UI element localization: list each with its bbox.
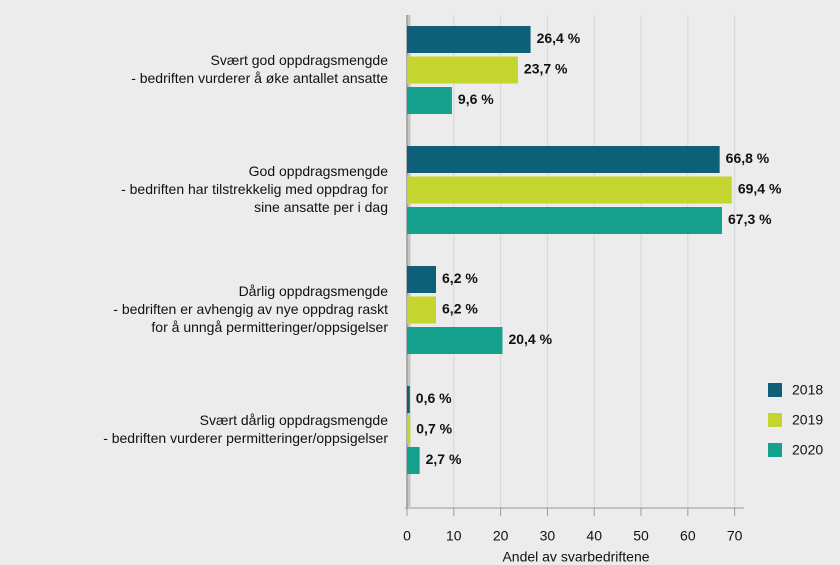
y-tick-line: God oppdragsmengde <box>249 163 389 179</box>
value-label: 69,4 % <box>738 181 782 197</box>
value-label: 0,6 % <box>416 390 452 406</box>
x-tick-label: 30 <box>540 528 556 544</box>
legend-label: 2018 <box>792 382 823 398</box>
value-label: 6,2 % <box>442 270 478 286</box>
x-tick-label: 20 <box>493 528 509 544</box>
value-label: 23,7 % <box>524 61 568 77</box>
y-tick-line: Svært god oppdragsmengde <box>211 52 389 68</box>
value-label: 2,7 % <box>426 451 462 467</box>
y-tick-line: - bedriften er avhengig av nye oppdrag r… <box>113 301 388 317</box>
bar <box>407 26 531 53</box>
bar <box>407 56 518 84</box>
legend-label: 2020 <box>792 442 823 458</box>
legend-swatch <box>768 443 782 457</box>
x-tick-label: 70 <box>727 528 743 544</box>
x-tick-label: 50 <box>633 528 649 544</box>
y-tick-label: God oppdragsmengde - bedriften har tilstr… <box>121 163 388 215</box>
y-tick-line: sine ansatte per i dag <box>254 199 388 215</box>
x-axis-label: Andel av svarbedriftene <box>502 549 649 565</box>
bar <box>407 386 410 413</box>
value-label: 26,4 % <box>537 30 581 46</box>
y-tick-line: - bedriften vurderer permitteringer/opps… <box>103 430 388 446</box>
value-label: 6,2 % <box>442 301 478 317</box>
value-label: 0,7 % <box>416 421 452 437</box>
value-label: 9,6 % <box>458 91 494 107</box>
y-tick-line: - bedriften vurderer å øke antallet ansa… <box>131 70 388 86</box>
bar <box>407 176 732 204</box>
y-tick-label: Dårlig oppdragsmengde - bedriften er avhe… <box>113 283 388 335</box>
x-tick-label: 60 <box>680 528 696 544</box>
value-label: 66,8 % <box>726 150 770 166</box>
y-tick-line: for å unngå permitteringer/oppsigelser <box>151 319 388 335</box>
bar <box>407 87 452 114</box>
bar <box>407 447 420 474</box>
value-label: 67,3 % <box>728 211 772 227</box>
bar <box>407 296 437 324</box>
legend-label: 2019 <box>792 412 823 428</box>
y-tick-line: Dårlig oppdragsmengde <box>239 283 389 299</box>
y-tick-label: Svært god oppdragsmengde - bedriften vurd… <box>131 52 388 86</box>
bar <box>407 146 720 173</box>
legend-swatch <box>768 383 782 397</box>
x-tick-label: 0 <box>403 528 411 544</box>
y-tick-label: Svært dårlig oppdragsmengde - bedriften v… <box>103 412 388 446</box>
bar <box>407 416 411 444</box>
bar <box>407 207 723 234</box>
x-tick-label: 10 <box>446 528 462 544</box>
legend-swatch <box>768 413 782 427</box>
x-tick-label: 40 <box>586 528 602 544</box>
bar <box>407 266 437 293</box>
bar <box>407 327 503 354</box>
y-tick-line: Svært dårlig oppdragsmengde <box>200 412 389 428</box>
value-label: 20,4 % <box>508 331 552 347</box>
y-tick-line: - bedriften har tilstrekkelig med oppdra… <box>121 181 388 197</box>
